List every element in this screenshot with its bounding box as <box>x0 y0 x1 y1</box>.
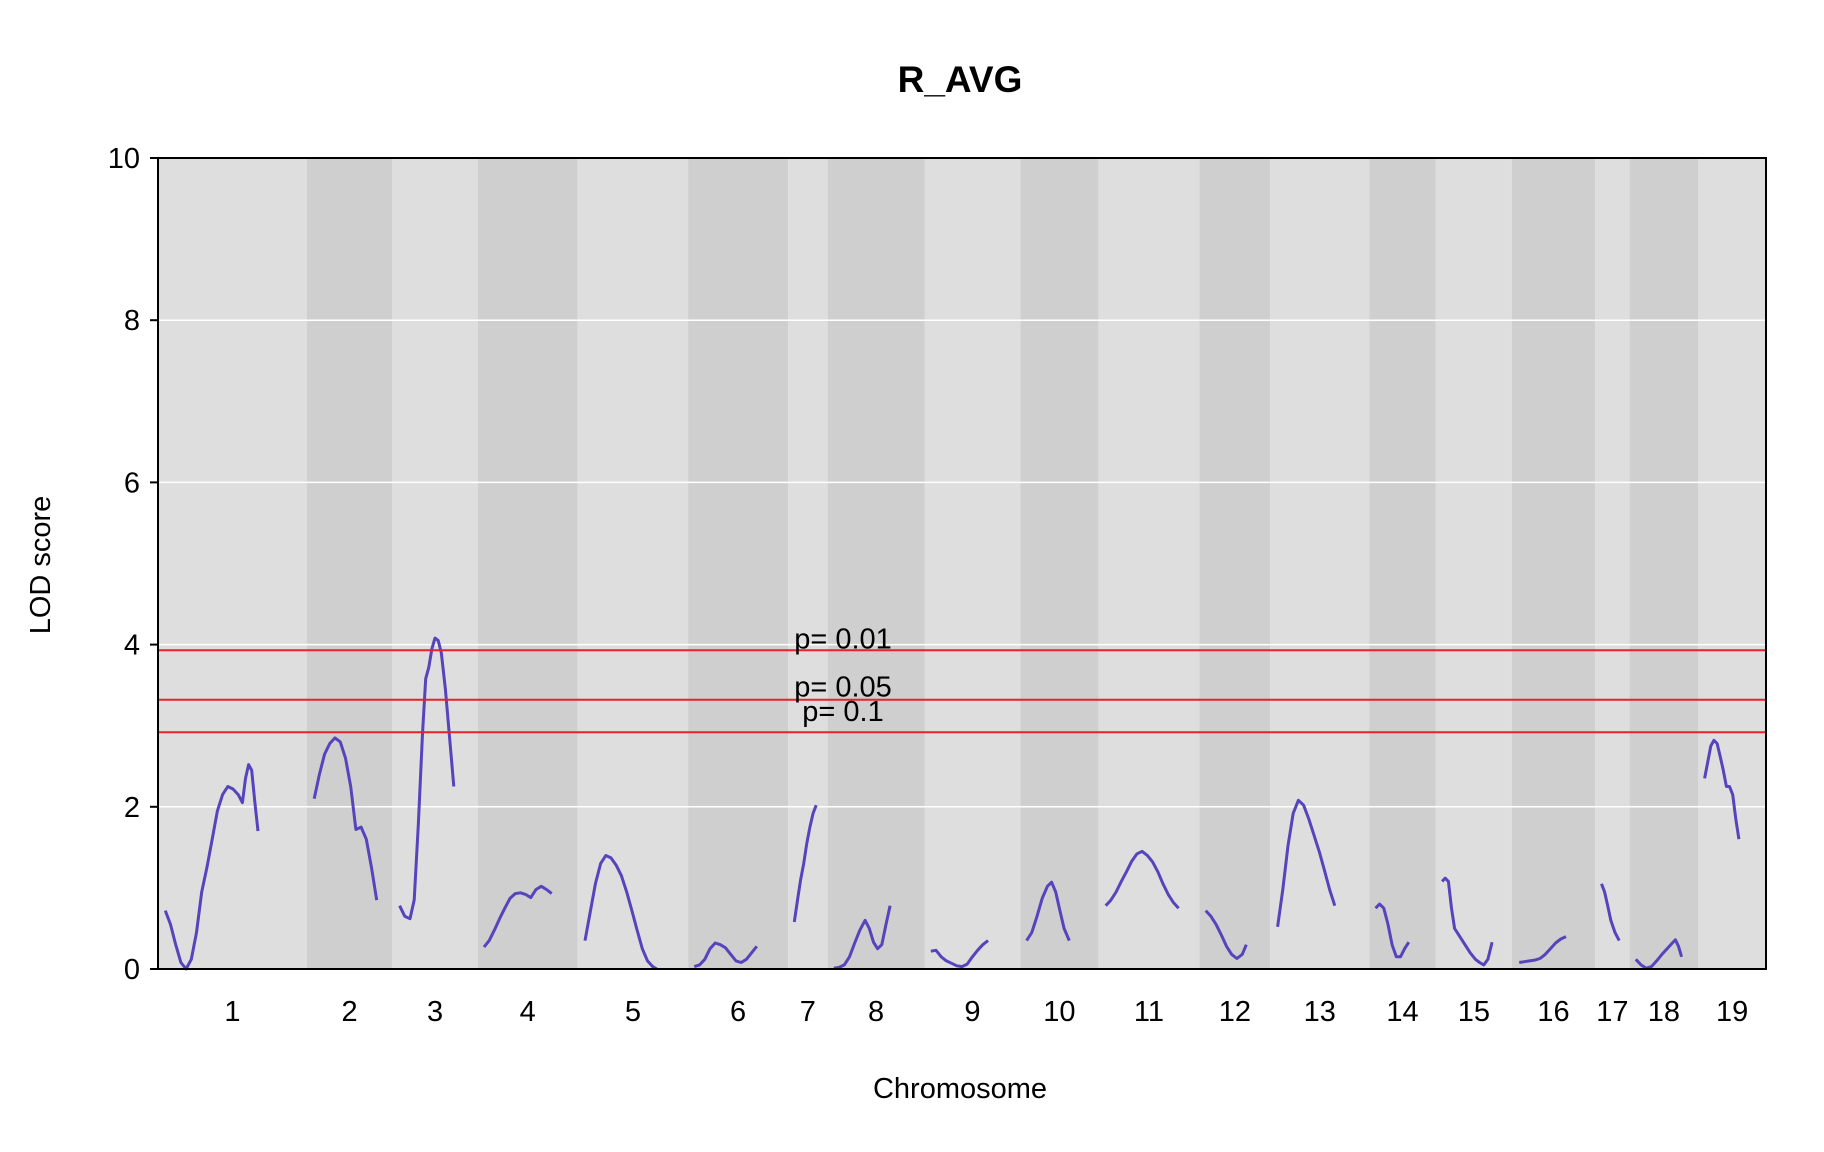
x-axis-ticks: 1 2 3 4 5 6 7 8 9 10 11 12 13 14 15 16 17 18 19 <box>224 996 1748 1028</box>
threshold-label-2: p= 0.1 <box>802 696 883 728</box>
x-tick-label-2: 2 <box>342 996 358 1028</box>
x-tick-label-16: 16 <box>1537 996 1569 1028</box>
lod-curve-chr10 <box>1025 880 1071 942</box>
chromosome-band-15 <box>1435 158 1512 969</box>
chromosome-band-6 <box>688 158 789 969</box>
x-tick-label-1: 1 <box>224 996 240 1028</box>
y-axis-ticks: 0 2 4 6 8 10 <box>108 143 158 986</box>
lod-curve-chr6 <box>693 941 758 969</box>
lod-curve-chr1 <box>163 763 260 971</box>
lod-curve-chr19 <box>1703 738 1741 840</box>
chromosome-band-16 <box>1511 158 1596 969</box>
x-tick-label-11: 11 <box>1134 996 1164 1028</box>
x-tick-label-9: 9 <box>964 996 980 1028</box>
lod-curve-chr3 <box>398 636 456 921</box>
lod-curve-chr7 <box>792 804 818 923</box>
x-tick-label-4: 4 <box>520 996 536 1028</box>
lod-curve-chr5 <box>583 854 658 971</box>
threshold-label-0: p= 0.01 <box>794 623 892 655</box>
chromosome-band-17 <box>1595 158 1630 969</box>
lod-curve-chr13 <box>1276 798 1337 928</box>
gridlines <box>158 319 1766 808</box>
lod-curve-chr14 <box>1374 902 1411 959</box>
x-tick-label-19: 19 <box>1716 996 1748 1028</box>
chromosome-band-2 <box>306 158 393 969</box>
x-tick-label-8: 8 <box>868 996 884 1028</box>
y-tick-label-0: 0 <box>124 954 140 986</box>
chromosome-bands <box>158 158 1766 969</box>
threshold-label-1: p= 0.05 <box>794 672 892 704</box>
chromosome-band-12 <box>1199 158 1271 969</box>
x-tick-label-17: 17 <box>1596 996 1628 1028</box>
x-axis-label: Chromosome <box>873 1073 1047 1105</box>
x-tick-label-14: 14 <box>1386 996 1418 1028</box>
x-tick-label-3: 3 <box>427 996 443 1028</box>
lod-curve-chr4 <box>482 884 553 949</box>
lod-curve-chr18 <box>1634 938 1684 970</box>
x-tick-label-13: 13 <box>1304 996 1336 1028</box>
plot-frame <box>157 157 1767 970</box>
lod-curve-chr8 <box>833 905 892 970</box>
lod-curve-chr9 <box>930 939 989 969</box>
x-tick-label-7: 7 <box>800 996 816 1028</box>
x-tick-label-15: 15 <box>1458 996 1490 1028</box>
y-axis-label: LOD score <box>25 496 57 635</box>
lod-curve-chr12 <box>1204 909 1248 960</box>
chromosome-band-19 <box>1698 158 1766 969</box>
lod-curve-chr17 <box>1600 883 1621 942</box>
chromosome-band-18 <box>1629 158 1699 969</box>
y-tick-label-4: 4 <box>124 630 140 662</box>
lod-curve-chr16 <box>1518 935 1567 964</box>
chromosome-band-4 <box>477 158 578 969</box>
chromosome-band-8 <box>827 158 925 969</box>
chromosome-band-3 <box>392 158 478 969</box>
chromosome-band-1 <box>158 158 307 969</box>
y-tick-label-6: 6 <box>124 467 140 499</box>
y-tick-label-2: 2 <box>124 792 140 824</box>
x-tick-label-10: 10 <box>1043 996 1075 1028</box>
lod-curves <box>163 636 1741 971</box>
chromosome-band-14 <box>1369 158 1436 969</box>
chromosome-band-11 <box>1098 158 1200 969</box>
lod-curve-chr2 <box>312 736 379 901</box>
y-tick-label-10: 10 <box>108 143 140 175</box>
chromosome-band-7 <box>788 158 828 969</box>
chromosome-band-10 <box>1020 158 1099 969</box>
x-tick-label-6: 6 <box>730 996 746 1028</box>
chromosome-band-9 <box>924 158 1021 969</box>
chart-title: R_AVG <box>898 59 1023 100</box>
lod-curve-chr11 <box>1104 849 1180 910</box>
x-tick-label-12: 12 <box>1219 996 1251 1028</box>
x-tick-label-18: 18 <box>1648 996 1680 1028</box>
y-tick-label-8: 8 <box>124 305 140 337</box>
chromosome-band-5 <box>577 158 689 969</box>
threshold-lines: p= 0.01 p= 0.05p= 0.1 <box>158 623 1766 734</box>
x-tick-label-5: 5 <box>625 996 641 1028</box>
lod-curve-chr15 <box>1441 876 1494 967</box>
chromosome-band-13 <box>1270 158 1370 969</box>
